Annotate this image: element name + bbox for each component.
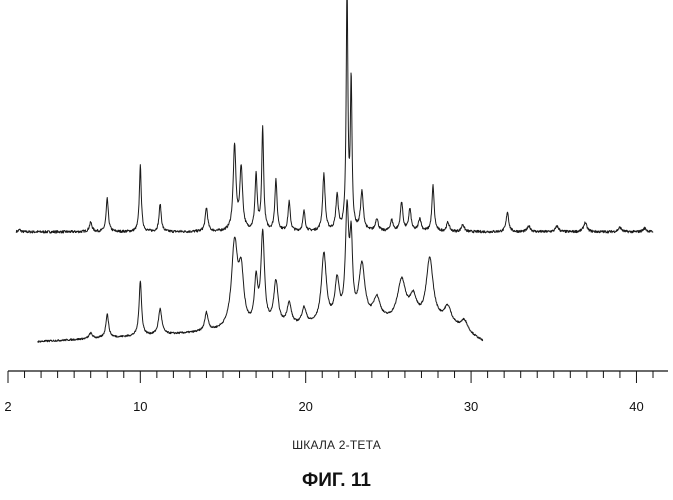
x-axis-label: ШКАЛА 2-ТЕТА [0, 438, 673, 452]
diffraction-chart: 2 10 20 30 40 [0, 0, 673, 430]
x-tick-label: 40 [629, 399, 643, 414]
x-tick-label: 10 [133, 399, 147, 414]
series-line-2 [38, 200, 483, 343]
x-tick-label: 20 [298, 399, 312, 414]
series-line-1 [16, 0, 653, 233]
x-axis: 2 10 20 30 40 [4, 371, 668, 414]
x-tick-label: 2 [4, 399, 11, 414]
figure-caption: ФИГ. 11 [0, 470, 673, 492]
x-tick-label: 30 [464, 399, 478, 414]
curves-group [16, 0, 653, 342]
